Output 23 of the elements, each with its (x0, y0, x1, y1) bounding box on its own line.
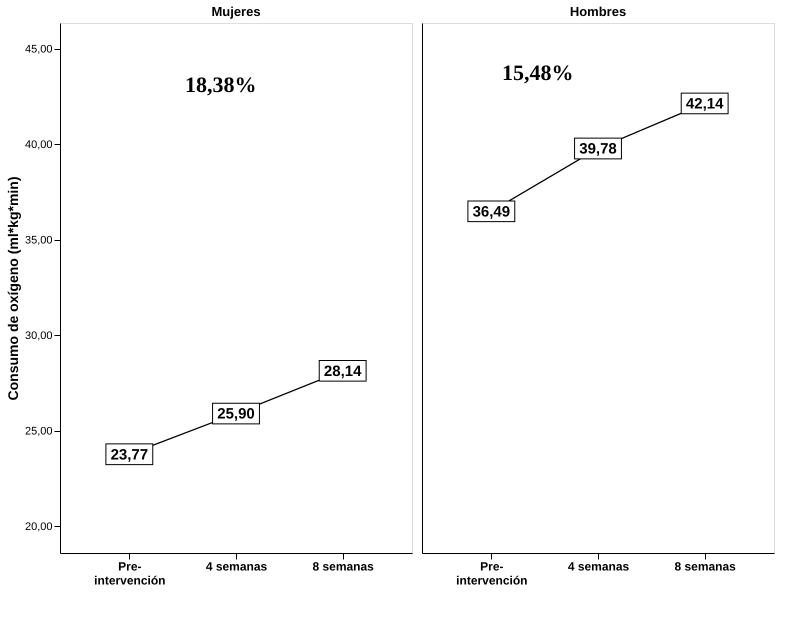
data-label: 42,14 (686, 95, 724, 112)
data-label: 36,49 (472, 203, 510, 220)
y-tick-label: 35,00 (24, 234, 52, 246)
y-tick-label: 20,00 (24, 520, 52, 533)
data-label: 25,90 (217, 406, 255, 423)
y-tick-label: 45,00 (24, 43, 52, 56)
x-tick-label: 4 semanas (206, 560, 268, 574)
chart-title: Hombres (570, 4, 626, 19)
y-tick-label: 25,00 (24, 425, 52, 438)
y-tick-label: 40,00 (24, 138, 52, 151)
x-tick-label: 8 semanas (312, 560, 374, 574)
y-axis-title: Consumo de oxígeno (ml*kg*min) (4, 176, 21, 401)
x-tick-label: Pre- intervención (456, 560, 528, 588)
data-label: 28,14 (324, 362, 362, 380)
y-tick-label: 30,00 (24, 330, 52, 342)
annotation: 15,48% (502, 60, 574, 85)
x-tick-label: Pre- intervención (94, 560, 166, 588)
x-tick-label: 8 semanas (674, 560, 736, 574)
data-label: 23,77 (110, 446, 148, 464)
data-label: 39,78 (579, 140, 617, 158)
annotation: 18,38% (185, 72, 256, 97)
x-tick-label: 4 semanas (568, 560, 630, 574)
chart-title: Mujeres (211, 4, 261, 19)
